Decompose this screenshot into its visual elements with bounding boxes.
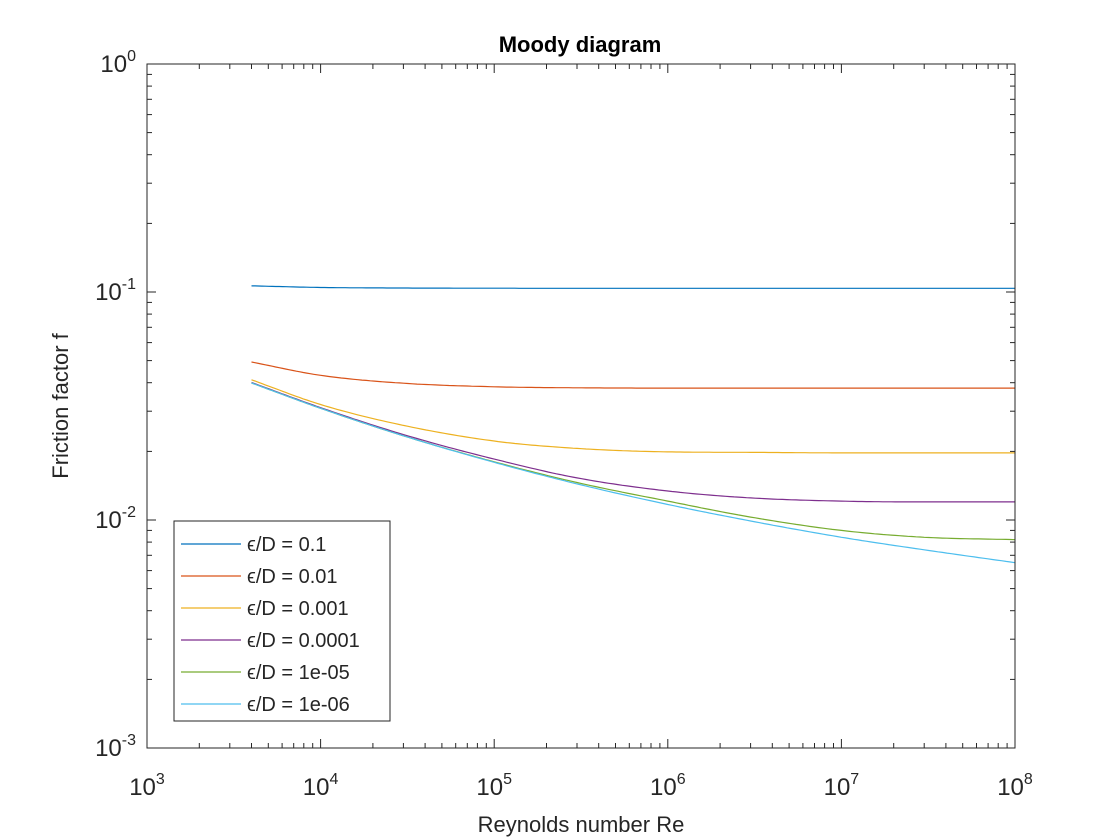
y-tick-label: 10-3 [95, 732, 136, 762]
legend-box [173, 520, 391, 722]
legend-label: ϵ/D = 0.0001 [247, 630, 360, 652]
y-tick-label: 100 [100, 48, 136, 78]
x-tick-labels: 103 104 105 106 107 108 [129, 771, 1033, 801]
x-tick-label: 103 [129, 771, 165, 801]
x-tick-label: 107 [824, 771, 860, 801]
series-line-1 [251, 285, 1015, 289]
x-tick-label: 105 [476, 771, 512, 801]
y-tick-label: 10-2 [95, 504, 136, 534]
legend: ϵ/D = 0.1 ϵ/D = 0.01 ϵ/D = 0.001 ϵ/D = 0.00… [173, 520, 391, 722]
x-tick-label: 106 [650, 771, 686, 801]
legend-label: ϵ/D = 0.01 [247, 566, 338, 588]
plot-area [146, 63, 1016, 749]
series-line-3 [251, 379, 1015, 454]
chart-title: Moody diagram [499, 32, 662, 57]
y-tick-labels: 10-3 10-2 10-1 100 [95, 48, 136, 762]
y-tick-label: 10-1 [95, 276, 136, 306]
series-line-5 [251, 382, 1016, 541]
series-line-4 [251, 381, 1015, 503]
x-tick-label: 108 [997, 771, 1033, 801]
legend-label: ϵ/D = 0.001 [247, 598, 349, 620]
legend-label: ϵ/D = 1e-05 [247, 662, 350, 684]
series-lines [251, 285, 1016, 564]
x-tick-label: 104 [303, 771, 339, 801]
legend-label: ϵ/D = 0.1 [247, 534, 326, 556]
x-axis-label: Reynolds number Re [478, 812, 685, 837]
series-line-2 [251, 361, 1015, 389]
series-line-6 [251, 382, 1016, 564]
legend-label: ϵ/D = 1e-06 [247, 694, 350, 716]
axis-ticks [146, 63, 1016, 749]
y-axis-label: Friction factor f [48, 332, 73, 478]
